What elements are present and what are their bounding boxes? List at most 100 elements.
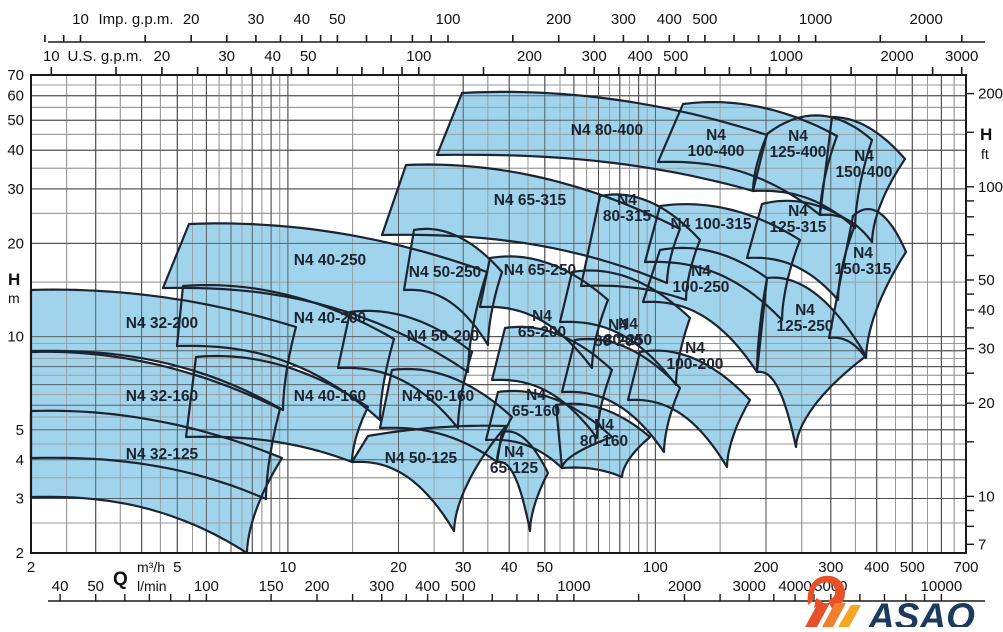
svg-text:N4 40-160: N4 40-160 bbox=[294, 388, 366, 405]
svg-text:N4: N4 bbox=[691, 263, 711, 280]
svg-text:N4: N4 bbox=[795, 302, 815, 319]
svg-text:N4 40-200: N4 40-200 bbox=[294, 310, 366, 327]
svg-text:5: 5 bbox=[16, 422, 24, 439]
svg-text:100: 100 bbox=[643, 559, 668, 576]
svg-text:400: 400 bbox=[628, 48, 653, 65]
svg-text:125-315: 125-315 bbox=[770, 219, 827, 236]
svg-text:10: 10 bbox=[7, 329, 24, 346]
svg-text:H: H bbox=[8, 270, 20, 289]
svg-text:N4 50-160: N4 50-160 bbox=[402, 388, 474, 405]
svg-text:50: 50 bbox=[7, 112, 24, 129]
svg-text:Imp. g.p.m.: Imp. g.p.m. bbox=[98, 11, 173, 28]
svg-text:200: 200 bbox=[753, 559, 778, 576]
svg-text:20: 20 bbox=[978, 395, 995, 412]
svg-text:m: m bbox=[8, 290, 20, 306]
svg-text:N4: N4 bbox=[853, 245, 873, 262]
svg-text:100: 100 bbox=[978, 179, 1003, 196]
svg-text:2000: 2000 bbox=[880, 48, 913, 65]
svg-text:U.S. g.p.m.: U.S. g.p.m. bbox=[67, 48, 142, 65]
svg-text:150-400: 150-400 bbox=[836, 164, 893, 181]
svg-text:40: 40 bbox=[293, 11, 310, 28]
svg-text:3000: 3000 bbox=[945, 48, 978, 65]
svg-text:N4 50-250: N4 50-250 bbox=[409, 264, 481, 281]
svg-text:N4: N4 bbox=[617, 192, 637, 209]
svg-text:20: 20 bbox=[7, 235, 24, 252]
svg-text:30: 30 bbox=[7, 181, 24, 198]
svg-text:50: 50 bbox=[87, 578, 104, 595]
svg-text:65-160: 65-160 bbox=[512, 403, 560, 420]
svg-text:125-250: 125-250 bbox=[777, 318, 834, 335]
svg-text:40: 40 bbox=[7, 142, 24, 159]
svg-text:2000: 2000 bbox=[668, 578, 701, 595]
svg-text:Q: Q bbox=[113, 569, 128, 590]
svg-text:20: 20 bbox=[390, 559, 407, 576]
svg-text:1000: 1000 bbox=[557, 578, 590, 595]
svg-text:80-200: 80-200 bbox=[594, 333, 642, 350]
svg-text:125-400: 125-400 bbox=[770, 144, 827, 161]
svg-text:400: 400 bbox=[657, 11, 682, 28]
svg-text:1000: 1000 bbox=[770, 48, 803, 65]
svg-text:30: 30 bbox=[248, 11, 265, 28]
svg-text:2: 2 bbox=[16, 545, 24, 562]
svg-text:2000: 2000 bbox=[910, 11, 943, 28]
svg-text:20: 20 bbox=[183, 11, 200, 28]
svg-text:5: 5 bbox=[173, 559, 181, 576]
svg-text:20: 20 bbox=[154, 48, 171, 65]
svg-text:30: 30 bbox=[455, 559, 472, 576]
svg-text:N4 50-125: N4 50-125 bbox=[385, 450, 458, 467]
svg-text:l/min: l/min bbox=[137, 578, 167, 594]
svg-text:2: 2 bbox=[27, 559, 35, 576]
svg-text:40: 40 bbox=[264, 48, 281, 65]
svg-text:N4 65-250: N4 65-250 bbox=[504, 262, 576, 279]
svg-text:1000: 1000 bbox=[799, 11, 832, 28]
svg-text:N4: N4 bbox=[706, 127, 726, 144]
svg-text:N4: N4 bbox=[788, 203, 808, 220]
svg-text:70: 70 bbox=[7, 67, 24, 84]
svg-text:N4: N4 bbox=[788, 128, 808, 145]
svg-text:N4: N4 bbox=[618, 316, 638, 333]
svg-text:N4 32-200: N4 32-200 bbox=[126, 315, 198, 332]
svg-text:4000: 4000 bbox=[778, 578, 811, 595]
svg-text:40: 40 bbox=[501, 559, 518, 576]
svg-text:N4 100-315: N4 100-315 bbox=[670, 216, 751, 233]
svg-text:100-400: 100-400 bbox=[688, 143, 745, 160]
svg-text:500: 500 bbox=[692, 11, 717, 28]
svg-text:10000: 10000 bbox=[921, 578, 963, 595]
svg-text:N4 32-160: N4 32-160 bbox=[126, 388, 198, 405]
svg-text:200: 200 bbox=[304, 578, 329, 595]
svg-text:N4: N4 bbox=[532, 308, 552, 325]
svg-text:500: 500 bbox=[663, 48, 688, 65]
svg-text:N4: N4 bbox=[854, 148, 874, 165]
svg-text:30: 30 bbox=[218, 48, 235, 65]
svg-text:7: 7 bbox=[978, 536, 986, 553]
svg-text:N4 32-125: N4 32-125 bbox=[126, 446, 199, 463]
svg-text:80-315: 80-315 bbox=[603, 208, 652, 225]
svg-text:N4: N4 bbox=[526, 387, 546, 404]
svg-text:4: 4 bbox=[16, 452, 24, 469]
svg-text:50: 50 bbox=[536, 559, 553, 576]
svg-text:10: 10 bbox=[72, 11, 89, 28]
svg-text:300: 300 bbox=[818, 559, 843, 576]
svg-text:N4 65-315: N4 65-315 bbox=[494, 192, 567, 209]
svg-text:65-200: 65-200 bbox=[518, 324, 566, 341]
svg-text:10: 10 bbox=[43, 48, 60, 65]
svg-text:100-250: 100-250 bbox=[673, 279, 730, 296]
svg-text:N4 40-250: N4 40-250 bbox=[294, 252, 366, 269]
svg-text:80-160: 80-160 bbox=[580, 433, 628, 450]
svg-text:50: 50 bbox=[300, 48, 317, 65]
svg-text:N4: N4 bbox=[504, 444, 524, 461]
svg-text:N4: N4 bbox=[608, 317, 628, 334]
svg-text:300: 300 bbox=[369, 578, 394, 595]
svg-text:400: 400 bbox=[864, 559, 889, 576]
svg-text:100: 100 bbox=[194, 578, 219, 595]
svg-text:H: H bbox=[980, 125, 992, 144]
svg-text:300: 300 bbox=[582, 48, 607, 65]
svg-text:150-315: 150-315 bbox=[835, 261, 892, 278]
svg-text:10: 10 bbox=[280, 559, 297, 576]
svg-text:ASAO: ASAO bbox=[867, 596, 975, 627]
svg-text:200: 200 bbox=[517, 48, 542, 65]
svg-text:500: 500 bbox=[900, 559, 925, 576]
svg-text:150: 150 bbox=[259, 578, 284, 595]
svg-text:3000: 3000 bbox=[733, 578, 766, 595]
svg-text:700: 700 bbox=[953, 559, 978, 576]
